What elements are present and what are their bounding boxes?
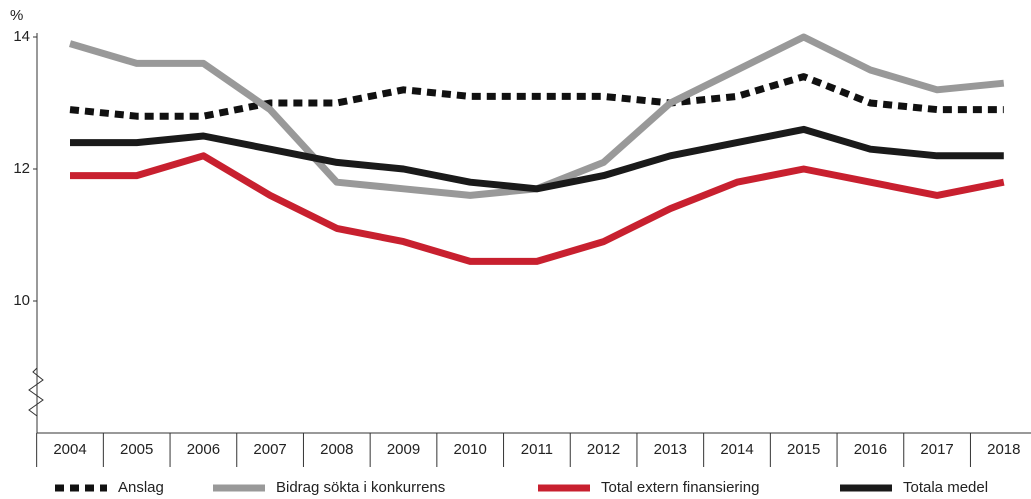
x-tick-label: 2014 bbox=[720, 441, 753, 458]
x-tick-label: 2004 bbox=[53, 441, 86, 458]
x-tick-label: 2011 bbox=[521, 441, 553, 458]
x-tick-label: 2016 bbox=[854, 441, 887, 458]
x-tick-label: 2015 bbox=[787, 441, 820, 458]
x-tick-label: 2017 bbox=[920, 441, 953, 458]
x-tick-label: 2012 bbox=[587, 441, 620, 458]
x-tick-label: 2005 bbox=[120, 441, 153, 458]
x-tick-label: 2006 bbox=[187, 441, 220, 458]
series-line bbox=[69, 73, 1004, 120]
y-tick-label: 10 bbox=[13, 292, 30, 309]
series-line bbox=[70, 125, 1004, 193]
x-tick-label: 2008 bbox=[320, 441, 353, 458]
x-tick-label: 2009 bbox=[387, 441, 420, 458]
x-tick-label: 2013 bbox=[654, 441, 687, 458]
x-tick-label: 2010 bbox=[454, 441, 487, 458]
series-line bbox=[70, 152, 1005, 265]
axis-break bbox=[28, 367, 44, 417]
legend-label: Total extern finansiering bbox=[601, 479, 759, 496]
legend-label: Anslag bbox=[118, 479, 164, 496]
legend-label: Bidrag sökta i konkurrens bbox=[276, 479, 445, 496]
y-tick-label: 12 bbox=[13, 160, 30, 177]
x-tick-label: 2007 bbox=[253, 441, 286, 458]
y-tick-label: 14 bbox=[13, 28, 30, 45]
legend-label: Totala medel bbox=[903, 479, 988, 496]
x-tick-label: 2018 bbox=[987, 441, 1020, 458]
y-axis-label: % bbox=[10, 7, 23, 24]
